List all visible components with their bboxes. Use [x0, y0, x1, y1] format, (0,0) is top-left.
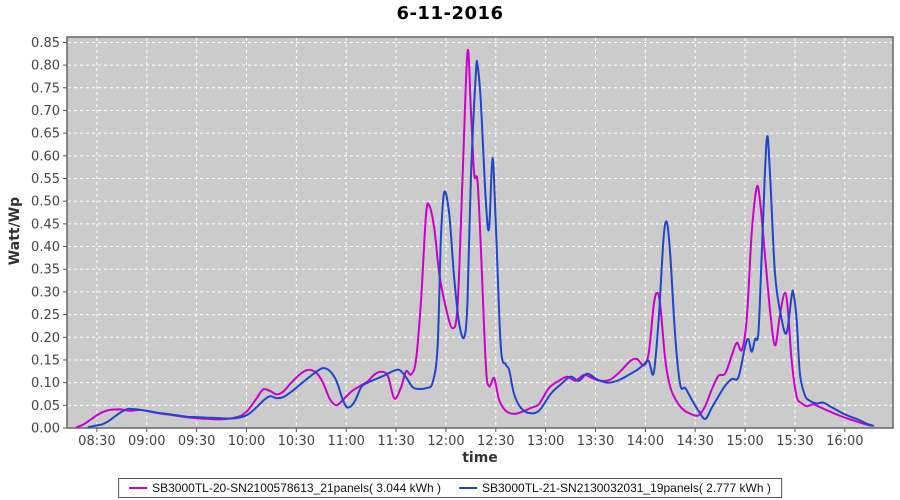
x-tick-label: 10:30	[278, 434, 315, 449]
x-tick-label: 10:00	[228, 434, 265, 449]
y-tick-label: 0.15	[31, 353, 60, 368]
tick-marks	[63, 41, 846, 432]
x-tick-label: 13:30	[577, 434, 614, 449]
legend-item: SB3000TL-21-SN2130032031_19panels( 2.777…	[459, 481, 771, 495]
legend-label: SB3000TL-20-SN2100578613_21panels( 3.044…	[152, 481, 441, 495]
y-tick-label: 0.30	[31, 285, 60, 300]
x-tick-label: 09:30	[178, 434, 215, 449]
y-tick-label: 0.65	[31, 127, 60, 142]
x-tick-label: 12:00	[427, 434, 464, 449]
x-tick-label: 08:30	[78, 434, 115, 449]
legend-label: SB3000TL-21-SN2130032031_19panels( 2.777…	[482, 481, 771, 495]
y-tick-label: 0.05	[31, 399, 60, 414]
x-tick-label: 15:00	[726, 434, 763, 449]
x-tick-label: 11:30	[377, 434, 414, 449]
legend-item: SB3000TL-20-SN2100578613_21panels( 3.044…	[129, 481, 441, 495]
y-tick-label: 0.00	[31, 422, 60, 437]
y-tick-label: 0.10	[31, 376, 60, 391]
y-tick-label: 0.25	[31, 308, 60, 323]
x-tick-label: 15:30	[776, 434, 813, 449]
y-tick-label: 0.35	[31, 263, 60, 278]
series-line-1	[87, 59, 875, 429]
y-tick-label: 0.20	[31, 331, 60, 346]
y-tick-label: 0.80	[31, 59, 60, 74]
x-axis-title: time	[462, 450, 498, 466]
y-tick-label: 0.75	[31, 81, 60, 96]
x-tick-label: 13:00	[527, 434, 564, 449]
y-axis-title: Watt/Wp	[7, 196, 23, 266]
series-line-0	[76, 48, 873, 429]
chart-legend: SB3000TL-20-SN2100578613_21panels( 3.044…	[118, 478, 782, 498]
y-tick-label: 0.45	[31, 217, 60, 232]
gridlines	[68, 38, 892, 427]
y-tick-label: 0.55	[31, 172, 60, 187]
y-tick-label: 0.60	[31, 149, 60, 164]
x-tick-label: 16:00	[826, 434, 863, 449]
legend-line-swatch	[459, 487, 477, 489]
legend-line-swatch	[129, 487, 148, 489]
y-tick-label: 0.70	[31, 104, 60, 119]
y-tick-label: 0.50	[31, 195, 60, 210]
x-tick-label: 09:00	[128, 434, 165, 449]
y-tick-label: 0.40	[31, 240, 60, 255]
tick-labels: 0.00 0.05 0.10 0.15 0.20 0.25 0.30 0.35 0.40 0.45…	[31, 36, 863, 449]
chart-title: 6-11-2016	[396, 3, 504, 24]
x-tick-label: 12:30	[477, 434, 514, 449]
x-tick-label: 11:00	[327, 434, 364, 449]
x-tick-label: 14:00	[627, 434, 664, 449]
x-tick-label: 14:30	[676, 434, 713, 449]
y-tick-label: 0.85	[31, 36, 60, 51]
